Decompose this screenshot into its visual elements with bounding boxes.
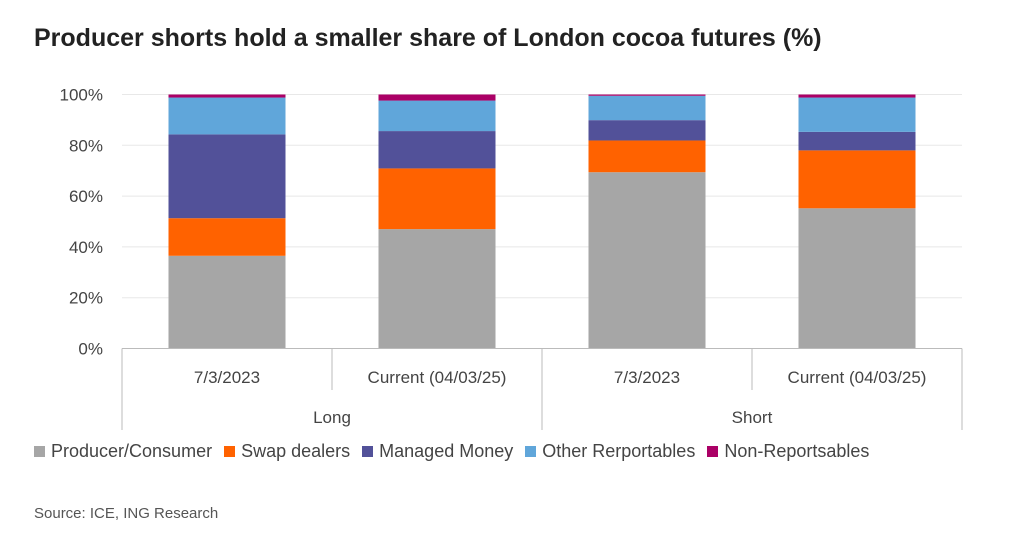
- category-label: Current (04/03/25): [368, 368, 507, 387]
- legend-swatch: [224, 446, 236, 457]
- legend-label: Other Rerportables: [542, 441, 696, 461]
- chart-plot: 0% 20% 40% 60% 80% 100% 7/3/2023 Current (04/03…: [60, 86, 963, 430]
- bar-segment-producer-consumer: [588, 172, 706, 349]
- bar-segment-swap-dealers: [378, 168, 496, 230]
- bar-segment-other-rerportables: [168, 97, 286, 135]
- bar-segment-non-reportsables: [378, 94, 496, 101]
- legend-item: Non-Reportsables: [707, 441, 869, 462]
- legend-label: Non-Reportsables: [724, 441, 870, 461]
- legend: Producer/Consumer Swap dealers Managed Mon…: [34, 441, 881, 462]
- legend-item: Swap dealers: [224, 441, 350, 462]
- bar-segment-other-rerportables: [378, 100, 496, 132]
- bar-segment-managed-money: [168, 134, 286, 219]
- y-tick-label: 40%: [69, 238, 103, 257]
- y-tick-label: 60%: [69, 187, 103, 206]
- y-tick-label: 20%: [69, 289, 103, 308]
- bar-segment-non-reportsables: [798, 94, 916, 98]
- bar-segment-managed-money: [378, 131, 496, 169]
- legend-swatch: [362, 446, 374, 457]
- legend-swatch: [34, 446, 45, 457]
- legend-label: Producer/Consumer: [51, 441, 213, 461]
- bar-segment-managed-money: [588, 120, 706, 141]
- group-label: Long: [313, 408, 351, 427]
- bar-segment-swap-dealers: [168, 218, 286, 256]
- legend-label: Swap dealers: [241, 441, 351, 461]
- bar-segment-other-rerportables: [588, 95, 706, 121]
- y-tick-label: 80%: [69, 136, 103, 155]
- legend-item: Other Rerportables: [525, 441, 695, 462]
- legend-item: Managed Money: [362, 441, 513, 462]
- chart-title: Producer shorts hold a smaller share of …: [34, 24, 822, 52]
- bar-segment-non-reportsables: [588, 94, 706, 96]
- y-tick-label: 100%: [60, 86, 103, 105]
- bar-segment-non-reportsables: [168, 94, 286, 98]
- category-label: 7/3/2023: [194, 368, 260, 387]
- bar-segment-other-rerportables: [798, 97, 916, 132]
- category-label: 7/3/2023: [614, 368, 680, 387]
- legend-swatch: [525, 446, 537, 457]
- legend-label: Managed Money: [379, 441, 514, 461]
- bar-segment-swap-dealers: [798, 150, 916, 209]
- bar-segment-producer-consumer: [798, 208, 916, 349]
- bar-segment-producer-consumer: [168, 255, 286, 349]
- group-label: Short: [732, 408, 773, 427]
- legend-swatch: [707, 446, 719, 457]
- legend-item: Producer/Consumer: [34, 441, 212, 462]
- bar-segment-producer-consumer: [378, 229, 496, 349]
- y-tick-label: 0%: [78, 340, 103, 359]
- category-label: Current (04/03/25): [788, 368, 927, 387]
- bar-segment-swap-dealers: [588, 140, 706, 173]
- source-note: Source: ICE, ING Research: [34, 505, 219, 522]
- bar-segment-managed-money: [798, 131, 916, 151]
